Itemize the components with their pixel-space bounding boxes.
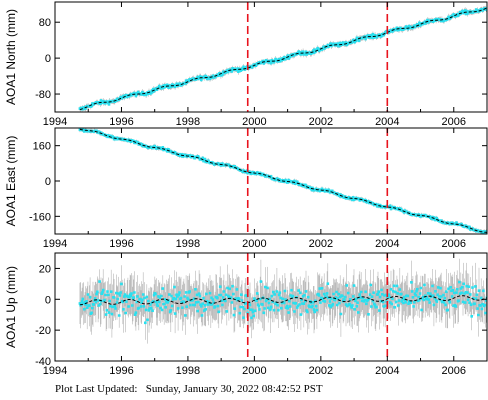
footer: Plot Last Updated: Sunday, January 30, 2…: [55, 383, 323, 395]
panel-2: 1994 1996 1998 2000 2002 2004 2006 -160 0 160 AOA1…: [4, 127, 488, 250]
panel-1: 1994 1996 1998 2000 2002 2004 2006 -80 0 80 AOA1 N…: [4, 1, 488, 128]
y-tick-label: -20: [35, 325, 51, 337]
y-tick-label: 20: [39, 263, 51, 275]
x-tick-label: 1996: [109, 365, 133, 377]
x-tick-label: 1998: [176, 238, 200, 250]
x-tick-label: 2006: [442, 365, 466, 377]
x-tick-label: 2000: [242, 365, 266, 377]
plot-area: [78, 258, 487, 344]
x-tick-label: 2004: [375, 365, 399, 377]
x-tick-label: 2002: [309, 365, 333, 377]
y-tick-label: 0: [45, 294, 51, 306]
model-line: [79, 7, 487, 110]
y-tick-label: 0: [45, 176, 51, 188]
x-tick-label: 2002: [309, 116, 333, 128]
plot-area: [78, 128, 487, 234]
x-tick-label: 2004: [375, 238, 399, 250]
x-tick-label: 2004: [375, 116, 399, 128]
y-tick-label: 160: [33, 141, 51, 153]
y-tick-label: -40: [35, 356, 51, 368]
x-tick-label: 1998: [176, 365, 200, 377]
y-tick-label: 0: [45, 53, 51, 65]
y-axis-label: AOA1 East (mm): [4, 136, 18, 227]
plot-frame: [54, 127, 488, 235]
footer-label: Plot Last Updated:: [55, 383, 138, 395]
x-tick-label: 1996: [109, 116, 133, 128]
data-points: [78, 280, 487, 325]
model-line: [79, 128, 487, 233]
x-tick-label: 2000: [242, 238, 266, 250]
y-tick-label: -160: [29, 211, 51, 223]
x-tick-label: 2006: [442, 238, 466, 250]
plot-frame: [54, 252, 488, 362]
y-tick-label: 80: [39, 17, 51, 29]
model-line: [79, 295, 487, 306]
x-tick-label: 1998: [176, 116, 200, 128]
footer-datetime: Sunday, January 30, 2022 08:42:52 PST: [145, 383, 323, 395]
plot-frame: [54, 1, 488, 113]
x-tick-label: 1994: [43, 116, 67, 128]
x-tick-label: 1996: [109, 238, 133, 250]
x-tick-label: 1994: [43, 238, 67, 250]
panel-3: 1994 1996 1998 2000 2002 2004 2006 -40 -20 0 20 AOA…: [4, 252, 488, 377]
y-axis-label: AOA1 Up (mm): [4, 266, 18, 348]
y-tick-label: -80: [35, 89, 51, 101]
y-axis-label: AOA1 North (mm): [4, 9, 18, 105]
x-tick-label: 2002: [309, 238, 333, 250]
x-tick-label: 2006: [442, 116, 466, 128]
x-tick-label: 2000: [242, 116, 266, 128]
plot-area: [78, 6, 487, 112]
x-tick-label: 1994: [43, 365, 67, 377]
